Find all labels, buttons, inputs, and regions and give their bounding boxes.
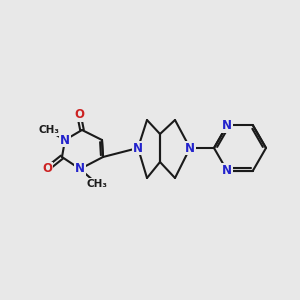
- Text: CH₃: CH₃: [86, 179, 107, 189]
- Text: O: O: [42, 163, 52, 176]
- Text: N: N: [75, 163, 85, 176]
- Text: N: N: [222, 119, 232, 132]
- Text: N: N: [185, 142, 195, 154]
- Text: O: O: [74, 109, 84, 122]
- Text: CH₃: CH₃: [38, 125, 59, 135]
- Text: N: N: [222, 164, 232, 177]
- Text: N: N: [133, 142, 143, 154]
- Text: N: N: [60, 134, 70, 146]
